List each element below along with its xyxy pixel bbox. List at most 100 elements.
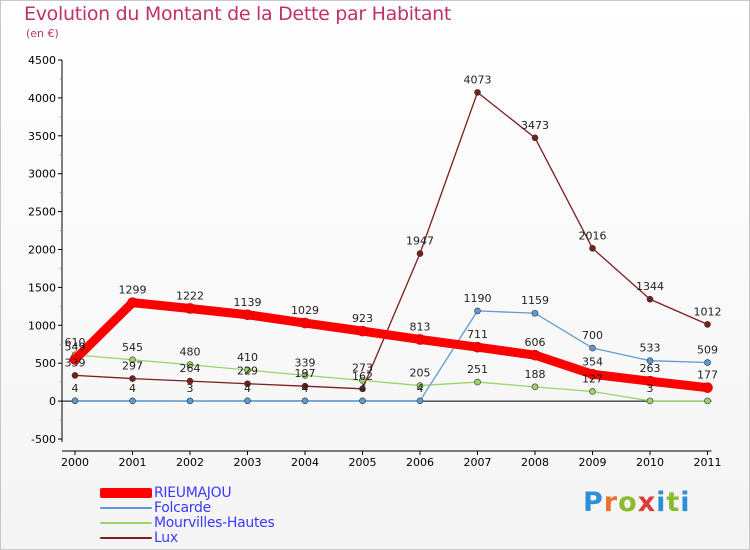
data-point xyxy=(474,378,481,386)
data-point xyxy=(71,397,79,405)
data-point xyxy=(702,382,713,393)
data-label: 410 xyxy=(237,351,258,364)
data-point xyxy=(531,383,539,391)
x-tick-label: 2004 xyxy=(291,456,319,469)
y-tick-label: 2500 xyxy=(28,206,56,219)
x-tick-label: 2001 xyxy=(119,456,147,469)
data-label: 3473 xyxy=(521,119,549,132)
series-line-3 xyxy=(74,91,709,390)
data-label: 549 xyxy=(65,340,86,353)
data-point xyxy=(301,382,309,390)
data-label: 923 xyxy=(352,312,373,325)
data-point xyxy=(472,341,483,353)
data-label: 4 xyxy=(244,382,251,395)
data-point xyxy=(416,250,424,257)
legend-item: Lux xyxy=(100,530,274,546)
data-point xyxy=(531,134,539,142)
data-point xyxy=(644,375,656,387)
legend-swatch xyxy=(100,487,152,498)
data-label: 188 xyxy=(525,368,546,381)
data-label: 1344 xyxy=(636,280,664,293)
data-point xyxy=(474,89,481,96)
data-point xyxy=(474,307,481,315)
data-point xyxy=(244,397,251,405)
data-label: 606 xyxy=(525,336,546,349)
data-label: 354 xyxy=(582,355,603,368)
data-label: 177 xyxy=(697,369,718,382)
data-label: 2016 xyxy=(579,229,607,242)
data-point xyxy=(359,385,366,393)
data-label: 127 xyxy=(582,372,603,385)
data-label: 3 xyxy=(647,382,654,395)
data-point xyxy=(184,303,196,314)
data-label: 264 xyxy=(180,362,201,375)
data-point xyxy=(704,397,711,405)
data-label: 273 xyxy=(352,361,373,374)
data-point xyxy=(69,354,81,365)
x-tick-label: 2011 xyxy=(694,456,722,469)
data-label: 480 xyxy=(180,346,201,359)
data-point xyxy=(129,356,136,364)
legend-swatch xyxy=(100,521,152,524)
legend-label: Mourvilles-Hautes xyxy=(154,514,275,531)
data-point xyxy=(646,397,654,405)
data-point xyxy=(359,377,366,384)
x-tick-label: 2010 xyxy=(636,456,664,469)
data-point xyxy=(186,361,194,369)
legend-item: Mourvilles-Hautes xyxy=(100,514,275,531)
data-label: 4 xyxy=(302,382,309,395)
data-point xyxy=(244,380,251,388)
x-tick-label: 2009 xyxy=(579,456,607,469)
data-label: 813 xyxy=(410,320,431,333)
data-point xyxy=(589,388,596,395)
data-point xyxy=(357,325,368,337)
data-label: 610 xyxy=(65,336,86,349)
x-tick-label: 2003 xyxy=(234,456,262,469)
data-point xyxy=(127,297,138,308)
legend: RIEUMAJOU Folcarde Mourvilles-Hautes Lux xyxy=(100,485,275,546)
y-tick-label: 3000 xyxy=(28,168,56,181)
data-point xyxy=(129,375,136,382)
data-label: 1299 xyxy=(119,284,147,297)
data-label: 339 xyxy=(295,356,316,369)
data-point xyxy=(646,357,654,364)
data-label: 1012 xyxy=(694,305,722,318)
data-label: 162 xyxy=(352,370,373,383)
data-label: 1159 xyxy=(521,294,549,307)
x-tick-label: 2000 xyxy=(61,456,89,469)
data-point xyxy=(529,349,541,361)
data-point xyxy=(186,397,194,405)
x-tick-label: 2005 xyxy=(349,456,377,469)
data-label: 1222 xyxy=(176,289,204,302)
chart-unit: (en €) xyxy=(26,27,59,40)
legend-swatch xyxy=(100,506,152,509)
data-point xyxy=(531,309,539,317)
data-label: 1190 xyxy=(464,292,492,305)
y-tick-label: 0 xyxy=(49,395,56,408)
data-point xyxy=(416,397,424,405)
data-label: 545 xyxy=(122,341,143,354)
data-label: 1947 xyxy=(406,235,434,248)
data-point xyxy=(301,397,309,405)
data-point xyxy=(587,368,598,380)
legend-swatch xyxy=(100,536,152,539)
y-tick-label: 1500 xyxy=(28,281,56,294)
data-point xyxy=(71,372,79,379)
y-tick-label: 4500 xyxy=(28,54,56,67)
data-point xyxy=(589,344,596,352)
data-label: 711 xyxy=(467,328,488,341)
data-point xyxy=(416,382,424,389)
data-label: 700 xyxy=(582,329,603,342)
data-point xyxy=(242,309,253,321)
data-label: 4 xyxy=(417,382,424,395)
legend-item: RIEUMAJOU xyxy=(100,485,274,501)
data-label: 251 xyxy=(467,363,488,376)
x-tick-label: 2007 xyxy=(464,456,492,469)
data-point xyxy=(589,244,596,252)
data-label: 4073 xyxy=(464,73,492,86)
legend-item: Folcarde xyxy=(100,500,274,516)
data-label: 229 xyxy=(237,365,258,378)
data-point xyxy=(301,372,309,379)
